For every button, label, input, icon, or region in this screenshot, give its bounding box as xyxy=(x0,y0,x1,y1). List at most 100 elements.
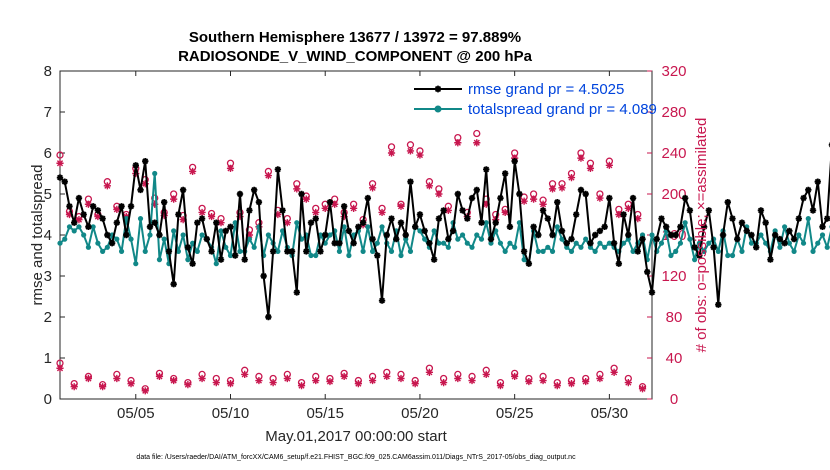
totalspread-point xyxy=(436,240,442,246)
rmse-point xyxy=(118,203,125,210)
rmse-point xyxy=(85,223,92,230)
rmse-point xyxy=(591,231,599,239)
totalspread-point xyxy=(137,216,144,222)
totalspread-point xyxy=(336,248,343,254)
totalspread-point xyxy=(824,244,830,250)
rmse-point xyxy=(137,186,144,194)
obs-assimilated-point xyxy=(331,200,339,208)
rmse-point xyxy=(156,231,163,239)
rmse-point xyxy=(558,227,566,235)
totalspread-point xyxy=(171,228,177,234)
totalspread-point xyxy=(559,236,565,242)
rmse-point xyxy=(762,219,769,226)
rmse-point xyxy=(497,194,504,202)
y2-tick-label: 280 xyxy=(661,104,686,121)
totalspread-point xyxy=(85,244,92,250)
totalspread-point xyxy=(578,244,584,250)
obs-assimilated-point xyxy=(582,377,590,386)
rmse-point xyxy=(691,244,698,251)
rmse-point xyxy=(530,223,537,230)
totalspread-point xyxy=(706,240,712,246)
totalspread-point xyxy=(810,248,816,254)
totalspread-point xyxy=(341,224,347,230)
obs-assimilated-point xyxy=(454,374,462,383)
rmse-point xyxy=(340,203,348,210)
totalspread-point xyxy=(682,220,688,226)
rmse-point xyxy=(255,199,263,206)
obs-assimilated-point xyxy=(416,151,424,159)
obs-assimilated-point xyxy=(577,154,585,162)
obs-assimilated-point xyxy=(624,379,632,387)
totalspread-point xyxy=(549,248,556,254)
rmse-point xyxy=(824,215,830,222)
rmse-point xyxy=(89,203,97,210)
totalspread-point xyxy=(469,244,475,250)
totalspread-point xyxy=(431,228,437,234)
totalspread-point xyxy=(66,224,73,230)
totalspread-point xyxy=(597,240,603,246)
obs-assimilated-point xyxy=(170,195,178,203)
rmse-point xyxy=(516,190,523,198)
rmse-point xyxy=(790,235,798,243)
obs-assimilated-point xyxy=(411,380,419,388)
rmse-point xyxy=(615,260,623,267)
totalspread-point xyxy=(521,257,527,263)
totalspread-point xyxy=(763,240,769,246)
rmse-point xyxy=(160,199,168,206)
totalspread-point xyxy=(213,261,219,267)
obs-assimilated-point xyxy=(558,184,566,192)
obs-assimilated-point xyxy=(326,377,334,386)
rmse-point xyxy=(56,174,64,181)
rmse-point xyxy=(80,211,87,218)
rmse-point xyxy=(198,215,206,222)
totalspread-point xyxy=(620,240,627,246)
rmse-point xyxy=(658,215,665,222)
y-tick-label: 5 xyxy=(44,186,52,203)
totalspread-point xyxy=(545,244,551,250)
obs-assimilated-point xyxy=(217,219,225,227)
rmse-point xyxy=(757,207,765,214)
rmse-point xyxy=(506,223,514,230)
rmse-point xyxy=(734,235,741,243)
rmse-point xyxy=(587,240,594,247)
totalspread-point xyxy=(729,252,736,259)
rmse-point xyxy=(601,223,608,230)
rmse-point xyxy=(104,231,111,239)
obs-assimilated-point xyxy=(368,376,377,385)
rmse-point xyxy=(710,244,717,251)
obs-assimilated-point xyxy=(482,200,490,208)
totalspread-point xyxy=(422,236,428,242)
obs-assimilated-point xyxy=(340,212,348,221)
totalspread-point xyxy=(464,240,470,246)
rmse-point xyxy=(374,252,381,259)
totalspread-point xyxy=(692,257,698,263)
obs-assimilated-point xyxy=(454,139,462,147)
obs-assimilated-point xyxy=(406,147,415,155)
rmse-series xyxy=(56,142,830,321)
rmse-point xyxy=(274,166,282,173)
totalspread-point xyxy=(777,244,783,250)
legend-rmse-label: rmse grand pr = 4.5025 xyxy=(468,81,624,98)
rmse-point xyxy=(227,223,234,230)
rmse-point xyxy=(213,219,220,226)
rmse-point xyxy=(416,211,424,218)
totalspread-point xyxy=(265,232,271,238)
totalspread-point xyxy=(649,232,655,238)
totalspread-point xyxy=(673,248,679,254)
totalspread-point xyxy=(369,248,376,254)
rmse-point xyxy=(767,256,774,263)
rmse-point xyxy=(525,260,533,267)
rmse-point xyxy=(606,194,613,202)
totalspread-point xyxy=(677,240,684,246)
rmse-point xyxy=(142,158,149,165)
legend-rmse-marker xyxy=(434,85,442,93)
obs-assimilated-point xyxy=(236,212,244,221)
totalspread-point xyxy=(507,240,513,246)
rmse-point xyxy=(317,248,324,255)
rmse-point xyxy=(355,223,362,230)
obs-count-markers xyxy=(56,129,647,395)
totalspread-point xyxy=(81,232,87,238)
rmse-point xyxy=(629,194,637,202)
rmse-point xyxy=(288,248,296,255)
